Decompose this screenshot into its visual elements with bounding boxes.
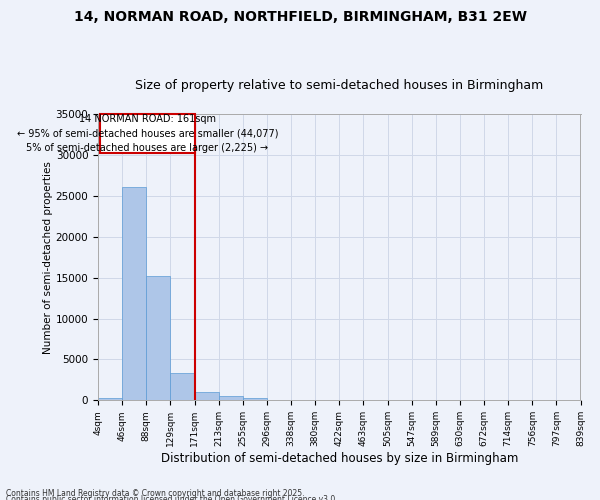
Bar [243,398,267,400]
Title: Size of property relative to semi-detached houses in Birmingham: Size of property relative to semi-detach… [135,79,544,92]
Bar [194,392,218,400]
Y-axis label: Number of semi-detached properties: Number of semi-detached properties [43,160,53,354]
Text: 14 NORMAN ROAD: 161sqm
← 95% of semi-detached houses are smaller (44,077)
5% of : 14 NORMAN ROAD: 161sqm ← 95% of semi-det… [17,114,278,154]
Text: Contains HM Land Registry data © Crown copyright and database right 2025.: Contains HM Land Registry data © Crown c… [6,488,305,498]
Bar [122,187,146,400]
Bar [170,372,194,400]
Bar [98,398,122,400]
Bar [146,276,170,400]
Text: 14, NORMAN ROAD, NORTHFIELD, BIRMINGHAM, B31 2EW: 14, NORMAN ROAD, NORTHFIELD, BIRMINGHAM,… [74,10,527,24]
X-axis label: Distribution of semi-detached houses by size in Birmingham: Distribution of semi-detached houses by … [161,452,518,465]
Text: Contains public sector information licensed under the Open Government Licence v3: Contains public sector information licen… [6,495,338,500]
Bar [218,396,243,400]
FancyBboxPatch shape [100,114,194,154]
